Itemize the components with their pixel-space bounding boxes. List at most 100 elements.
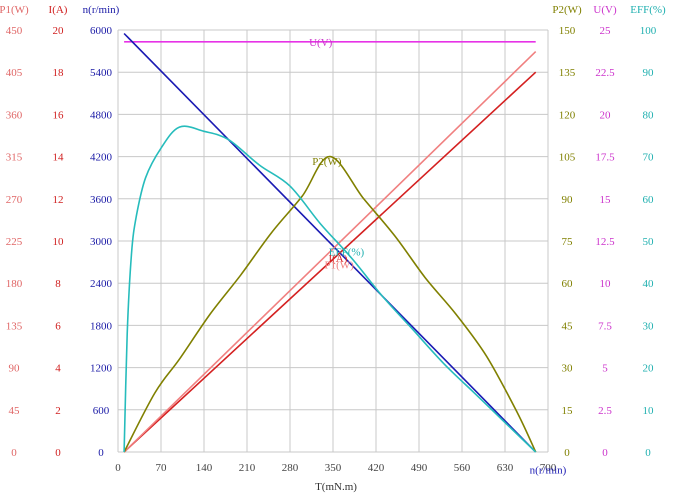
axis-tick-i: 20 (53, 25, 65, 37)
axis-tick-i: 4 (55, 363, 61, 375)
curve-label: EFF(%) (329, 247, 365, 259)
axis-tick-p1: 0 (11, 447, 17, 459)
x-tick-label: 490 (411, 462, 428, 474)
axis-tick-n: 4800 (90, 109, 113, 121)
axis-tick-i: 0 (55, 447, 61, 459)
axis-tick-n: 6000 (90, 25, 113, 37)
axis-tick-eff: 70 (643, 152, 655, 164)
axis-tick-p2: 15 (562, 405, 574, 417)
axis-tick-i: 16 (53, 109, 65, 121)
axis-tick-p2: 135 (559, 67, 576, 79)
data-series (123, 32, 537, 453)
axis-tick-n: 5400 (90, 67, 113, 79)
axis-tick-n: 0 (98, 447, 104, 459)
value-axes: P1(W)04590135180225270315360405450I(A)02… (0, 4, 666, 459)
axis-tick-i: 12 (53, 194, 64, 206)
axis-tick-p2: 30 (562, 363, 574, 375)
x-axis-ticks: 0 70 140 210 280 350 420 490 560 630 700 (115, 462, 557, 474)
axis-tick-p2: 60 (562, 278, 574, 290)
axis-tick-p1: 360 (6, 109, 23, 121)
axis-tick-p1: 180 (6, 278, 23, 290)
x-tick-label: 0 (115, 462, 121, 474)
series-line (123, 155, 537, 453)
curve-label: n(r/min) (530, 465, 567, 477)
axis-tick-eff: 80 (643, 109, 655, 121)
x-tick-label: 70 (156, 462, 168, 474)
axis-tick-p2: 105 (559, 152, 576, 164)
axis-tick-p1: 135 (6, 320, 23, 332)
axis-tick-eff: 20 (643, 363, 655, 375)
axis-tick-u: 5 (602, 363, 608, 375)
axis-tick-i: 8 (55, 278, 61, 290)
curve-labels: U(V) P2(W) EFF(%)I(A)P1(W) n(r/min) (309, 37, 567, 477)
axis-tick-eff: 0 (645, 447, 651, 459)
axis-tick-eff: 50 (643, 236, 655, 248)
axis-title-p2: P2(W) (552, 4, 582, 16)
axis-tick-i: 18 (53, 67, 65, 79)
axis-tick-p2: 75 (562, 236, 574, 248)
x-axis-label: T(mN.m) (315, 481, 357, 493)
axis-tick-p2: 45 (562, 320, 574, 332)
x-tick-label: 630 (497, 462, 514, 474)
axis-tick-eff: 100 (640, 25, 657, 37)
axis-tick-p2: 150 (559, 25, 576, 37)
axis-title-eff: EFF(%) (630, 4, 666, 16)
axis-tick-u: 7.5 (598, 320, 612, 332)
axis-tick-n: 4200 (90, 152, 113, 164)
curve-label: P2(W) (312, 156, 342, 168)
axis-tick-eff: 40 (643, 278, 655, 290)
series-line (123, 51, 537, 453)
curve-label: I(A) (328, 253, 347, 265)
axis-tick-p1: 90 (9, 363, 21, 375)
axis-tick-n: 600 (93, 405, 110, 417)
axis-tick-i: 2 (55, 405, 61, 417)
axis-tick-i: 6 (55, 320, 61, 332)
axis-tick-u: 25 (600, 25, 612, 37)
axis-tick-u: 15 (600, 194, 612, 206)
axis-tick-n: 3600 (90, 194, 113, 206)
x-tick-label: 210 (239, 462, 256, 474)
axis-tick-p1: 450 (6, 25, 23, 37)
x-tick-label: 420 (368, 462, 385, 474)
x-tick-label: 350 (325, 462, 342, 474)
axis-tick-p1: 315 (6, 152, 23, 164)
grid (117, 29, 549, 453)
axis-tick-p1: 225 (6, 236, 23, 248)
x-tick-label: 140 (196, 462, 213, 474)
x-tick-label: 560 (454, 462, 471, 474)
x-tick-label: 280 (282, 462, 299, 474)
axis-tick-u: 22.5 (595, 67, 615, 79)
series-line (123, 71, 537, 453)
axis-title-n: n(r/min) (83, 4, 120, 16)
axis-tick-eff: 30 (643, 320, 655, 332)
axis-title-i: I(A) (49, 4, 68, 16)
axis-tick-u: 17.5 (595, 152, 615, 164)
axis-tick-u: 20 (600, 109, 612, 121)
axis-tick-n: 3000 (90, 236, 113, 248)
axis-tick-u: 0 (602, 447, 608, 459)
axis-tick-u: 10 (600, 278, 612, 290)
axis-tick-p1: 270 (6, 194, 23, 206)
axis-tick-eff: 10 (643, 405, 655, 417)
axis-tick-p2: 120 (559, 109, 576, 121)
curve-label: P1(W) (324, 259, 354, 271)
axis-tick-p2: 90 (562, 194, 574, 206)
axis-tick-n: 1200 (90, 363, 113, 375)
axis-tick-i: 10 (53, 236, 65, 248)
axis-tick-eff: 60 (643, 194, 655, 206)
axis-tick-i: 14 (53, 152, 65, 164)
axis-tick-p1: 405 (6, 67, 23, 79)
series-line (123, 125, 537, 453)
axis-tick-n: 1800 (90, 320, 113, 332)
x-tick-label: 700 (540, 462, 557, 474)
series-line (123, 32, 537, 453)
axis-tick-u: 12.5 (595, 236, 615, 248)
axis-tick-p1: 45 (9, 405, 21, 417)
axis-tick-u: 2.5 (598, 405, 612, 417)
axis-tick-n: 2400 (90, 278, 113, 290)
axis-title-p1: P1(W) (0, 4, 29, 16)
curve-label: U(V) (309, 37, 333, 49)
axis-tick-p2: 0 (564, 447, 570, 459)
axis-tick-eff: 90 (643, 67, 655, 79)
